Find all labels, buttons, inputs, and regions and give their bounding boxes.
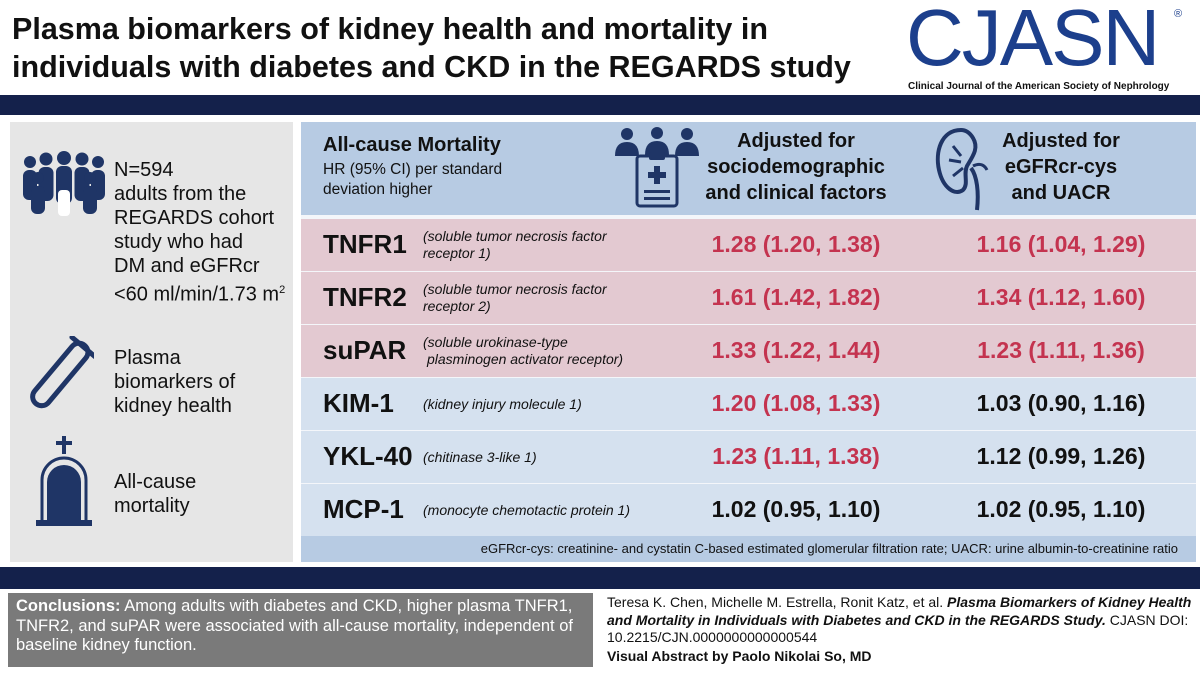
biomarker-name: MCP-1 [323, 494, 404, 524]
results-table: All-cause Mortality HR (95% CI) per stan… [301, 122, 1196, 562]
cohort-text: N=594 adults from the REGARDS cohort stu… [114, 158, 285, 307]
page-title: Plasma biomarkers of kidney health and m… [12, 12, 851, 84]
hr-adjusted-egfr-uacr: 1.03 (0.90, 1.16) [976, 390, 1146, 416]
gravestone-icon [34, 434, 94, 535]
citation-authors: Teresa K. Chen, Michelle M. Estrella, Ro… [607, 594, 944, 610]
hr-adjusted-egfr-uacr: 1.16 (1.04, 1.29) [976, 231, 1146, 257]
citation-doi: CJASN DOI: 10.2215/CJN.0000000000000544 [607, 611, 1189, 646]
col2-line: and UACR [1011, 182, 1111, 204]
registered-mark: ® [1174, 8, 1183, 20]
table-row-ykl40: YKL-40 (chitinase 3-like 1) 1.23 (1.11, … [301, 431, 1196, 483]
col2-line: Adjusted for [1002, 130, 1120, 152]
biomarker-line: Plasma [114, 347, 181, 369]
kidney-icon [933, 126, 989, 217]
col1-line: and clinical factors [705, 182, 887, 204]
conclusions-label: Conclusions: [16, 597, 121, 615]
biomarker-description: (monocyte chemotactic protein 1) [423, 502, 630, 518]
cohort-line: REGARDS cohort [114, 207, 275, 229]
cohort-egfr-line: <60 ml/min/1.73 m2 [114, 278, 285, 307]
hr-adjusted-sociodemographic: 1.28 (1.20, 1.38) [711, 231, 881, 257]
column-header-sociodemographic: Adjusted for sociodemographic and clinic… [681, 128, 911, 206]
biomarker-text: Plasma biomarkers of kidney health [114, 346, 235, 418]
study-summary-panel: N=594 adults from the REGARDS cohort stu… [10, 122, 293, 562]
cohort-line: DM and eGFRcr [114, 255, 260, 277]
biomarker-name: KIM-1 [323, 388, 394, 418]
outcome-text: All-cause mortality [114, 470, 196, 518]
header: Plasma biomarkers of kidney health and m… [0, 0, 1200, 95]
column-header-egfr-uacr: Adjusted for eGFRcr-cys and UACR [941, 128, 1181, 206]
logo-subtitle: Clinical Journal of the American Society… [908, 81, 1170, 92]
col1-line: Adjusted for [737, 130, 855, 152]
table-row-mcp1: MCP-1 (monocyte chemotactic protein 1) 1… [301, 484, 1196, 536]
biomarker-line: biomarkers of [114, 371, 236, 393]
description-line: (soluble tumor necrosis factor [423, 281, 607, 297]
hr-adjusted-sociodemographic: 1.61 (1.42, 1.82) [711, 284, 881, 310]
biomarker-description: (soluble urokinase-type plasminogen acti… [423, 334, 623, 368]
conclusions-text: Among adults with diabetes and CKD, high… [16, 597, 573, 654]
biomarker-name: suPAR [323, 335, 407, 365]
conclusions-box: Conclusions: Among adults with diabetes … [8, 593, 593, 667]
col1-line: sociodemographic [707, 156, 885, 178]
table-header: All-cause Mortality HR (95% CI) per stan… [301, 122, 1196, 215]
biomarker-description: (soluble tumor necrosis factor receptor … [423, 281, 607, 315]
cohort-line: study who had [114, 231, 243, 253]
biomarker-description: (soluble tumor necrosis factor receptor … [423, 228, 607, 262]
hr-adjusted-sociodemographic: 1.02 (0.95, 1.10) [711, 496, 881, 522]
table-title: All-cause Mortality [323, 134, 501, 156]
outcome-line: All-cause [114, 471, 197, 493]
hr-adjusted-egfr-uacr: 1.02 (0.95, 1.10) [976, 496, 1146, 522]
citation-title: Plasma Biomarkers of Kidney Health and M… [607, 594, 1192, 628]
citation: Teresa K. Chen, Michelle M. Estrella, Ro… [607, 594, 1197, 647]
hr-adjusted-sociodemographic: 1.23 (1.11, 1.38) [712, 443, 880, 469]
description-line: plasminogen activator receptor) [427, 351, 624, 367]
hr-adjusted-sociodemographic: 1.33 (1.22, 1.44) [711, 337, 881, 363]
hr-adjusted-egfr-uacr: 1.34 (1.12, 1.60) [976, 284, 1146, 310]
bottom-divider-band [0, 567, 1200, 589]
clinician-clipboard-icon [613, 126, 701, 213]
description-line: receptor 1) [423, 245, 491, 261]
biomarker-name: TNFR1 [323, 229, 407, 259]
table-row-supar: suPAR (soluble urokinase-type plasminoge… [301, 325, 1196, 377]
test-tube-icon [24, 334, 98, 421]
table-row-tnfr1: TNFR1 (soluble tumor necrosis factor rec… [301, 219, 1196, 271]
biomarker-name: TNFR2 [323, 282, 407, 312]
description-line: receptor 2) [423, 298, 491, 314]
description-line: (soluble tumor necrosis factor [423, 228, 607, 244]
logo-wordmark: CJASN [906, 0, 1160, 82]
biomarker-description: (chitinase 3-like 1) [423, 449, 537, 465]
cohort-line: adults from the [114, 183, 247, 205]
journal-logo: CJASN ® Clinical Journal of the American… [906, 0, 1196, 92]
cohort-n: N=594 [114, 159, 174, 181]
biomarker-line: kidney health [114, 395, 232, 417]
outcome-line: mortality [114, 495, 190, 517]
egfr-threshold: <60 ml/min/1.73 m [114, 283, 280, 306]
hr-adjusted-egfr-uacr: 1.12 (0.99, 1.26) [976, 443, 1146, 469]
col2-line: eGFRcr-cys [1004, 156, 1118, 178]
table-row-kim1: KIM-1 (kidney injury molecule 1) 1.20 (1… [301, 378, 1196, 430]
visual-abstract-credit: Visual Abstract by Paolo Nikolai So, MD [607, 648, 872, 664]
table-subtitle: HR (95% CI) per standard deviation highe… [323, 161, 503, 198]
superscript-2: 2 [279, 284, 286, 296]
people-icon [18, 150, 110, 223]
biomarker-name: YKL-40 [323, 441, 413, 471]
hr-adjusted-egfr-uacr: 1.23 (1.11, 1.36) [977, 337, 1145, 363]
hr-adjusted-sociodemographic: 1.20 (1.08, 1.33) [711, 390, 881, 416]
table-row-tnfr2: TNFR2 (soluble tumor necrosis factor rec… [301, 272, 1196, 324]
description-line: (soluble urokinase-type [423, 334, 568, 350]
biomarker-description: (kidney injury molecule 1) [423, 396, 582, 412]
top-divider-band [0, 95, 1200, 115]
table-footnote: eGFRcr-cys: creatinine- and cystatin C-b… [301, 536, 1196, 562]
